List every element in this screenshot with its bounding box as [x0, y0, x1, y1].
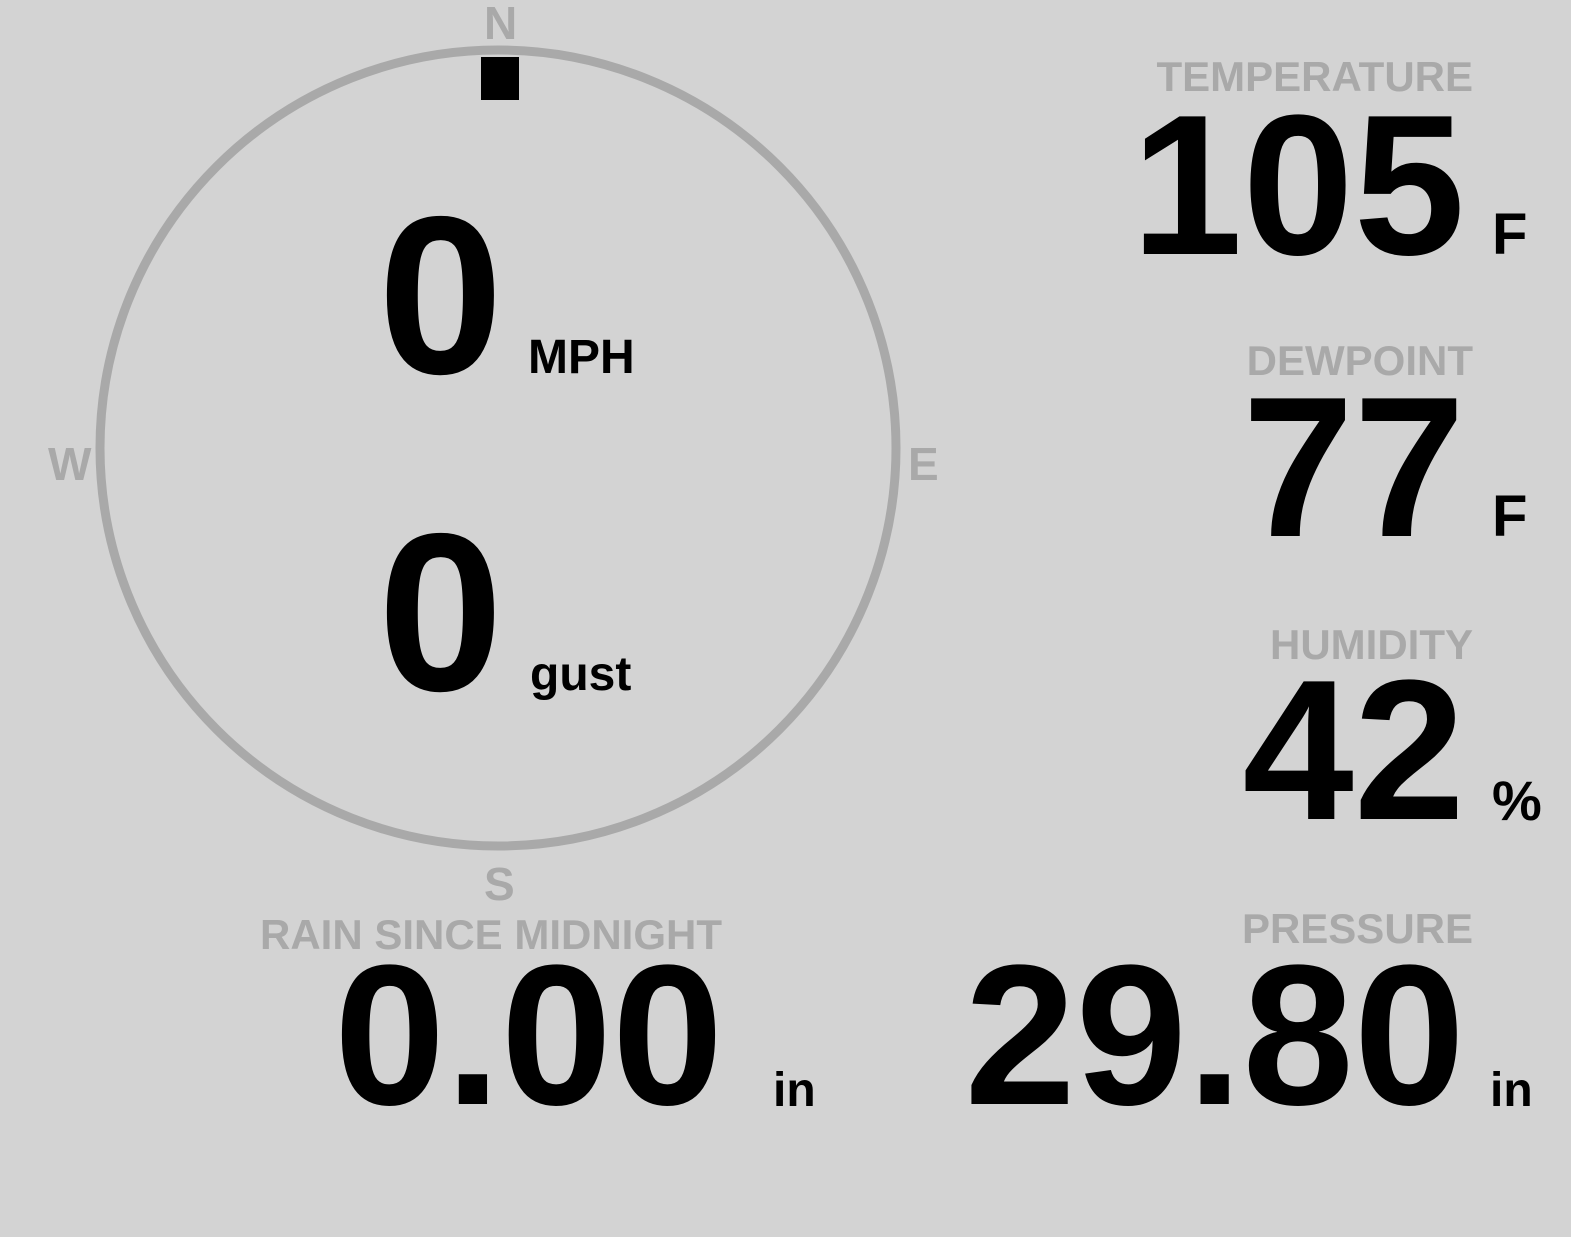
temperature-value: 105	[1131, 74, 1465, 297]
wind-gust-value: 0	[378, 486, 504, 738]
compass-north: N	[484, 0, 518, 49]
pressure-value: 29.80	[964, 924, 1466, 1147]
humidity-label: HUMIDITY	[1270, 621, 1473, 668]
rain-label: RAIN SINCE MIDNIGHT	[260, 911, 722, 958]
compass-ring	[95, 45, 901, 851]
humidity-unit: %	[1492, 769, 1542, 832]
wind-speed-value: 0	[378, 169, 504, 421]
pressure-unit: in	[1490, 1064, 1533, 1117]
compass-west: W	[48, 438, 92, 490]
wind-speed-unit: MPH	[528, 331, 635, 384]
dewpoint-value: 77	[1242, 356, 1465, 579]
wind-gust-unit: gust	[530, 648, 632, 701]
rain-unit: in	[773, 1064, 816, 1117]
pressure-label: PRESSURE	[1241, 905, 1473, 952]
rain-value: 0.00	[334, 924, 724, 1147]
humidity-value: 42	[1242, 639, 1465, 862]
wind-direction-marker	[481, 57, 519, 100]
compass-south: S	[484, 858, 515, 910]
temperature-unit: F	[1492, 202, 1528, 267]
temperature-label: TEMPERATURE	[1156, 53, 1473, 100]
dewpoint-label: DEWPOINT	[1246, 337, 1473, 384]
dewpoint-unit: F	[1492, 484, 1528, 549]
compass-east: E	[908, 438, 939, 490]
